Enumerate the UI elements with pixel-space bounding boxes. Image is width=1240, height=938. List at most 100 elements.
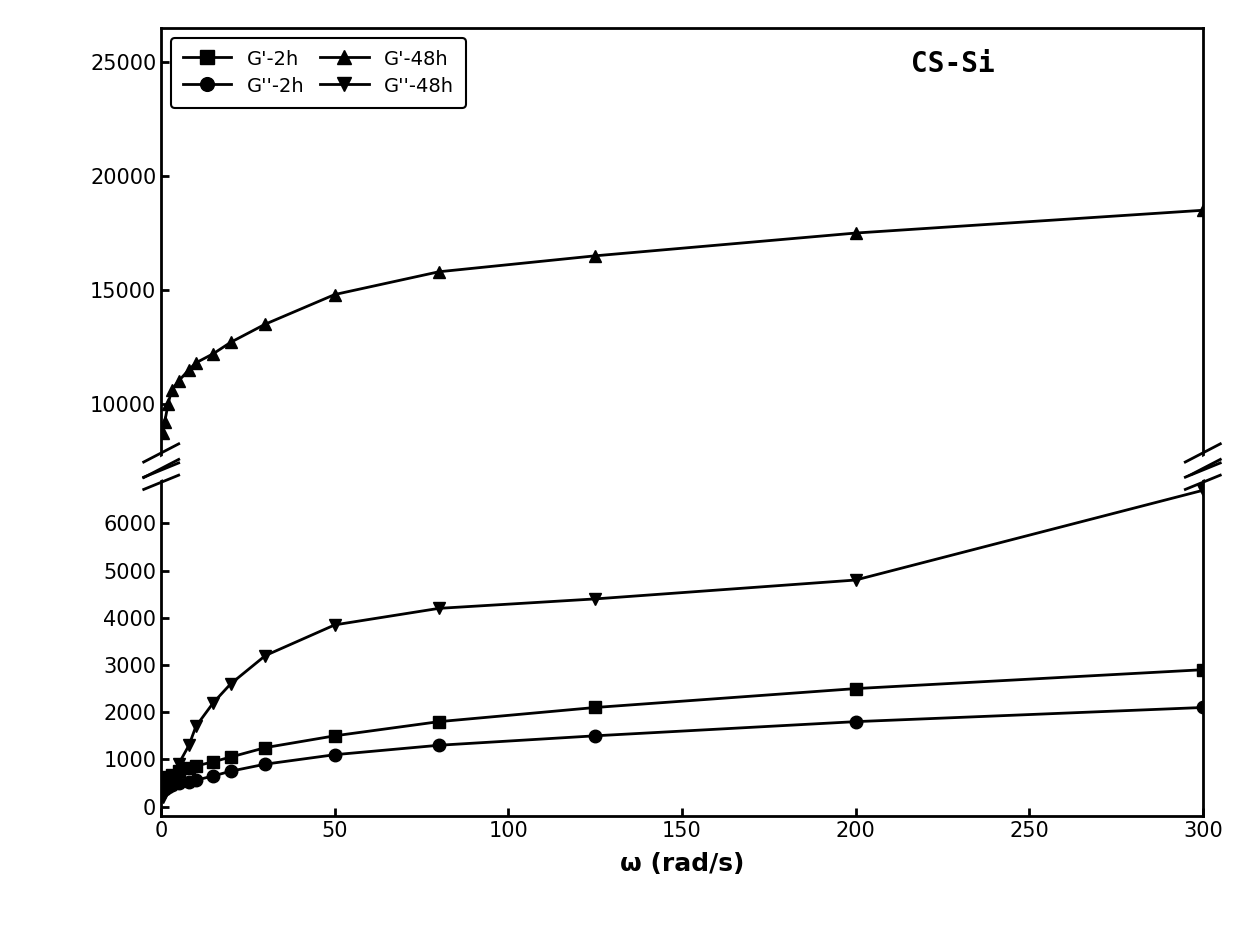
G'-2h bbox=[161, 612, 176, 623]
G''-2h bbox=[848, 585, 863, 597]
G'-48h bbox=[432, 55, 446, 67]
G'-2h bbox=[223, 602, 238, 613]
G'-2h bbox=[188, 606, 203, 617]
G'-48h bbox=[181, 258, 196, 269]
G''-2h bbox=[157, 617, 172, 628]
Legend: G'-2h, G''-2h, G'-48h, G''-48h: G'-2h, G''-2h, G'-48h, G''-48h bbox=[171, 38, 466, 108]
Line: G''-2h: G''-2h bbox=[156, 702, 1209, 796]
G''-2h bbox=[327, 601, 342, 613]
G''-2h bbox=[181, 776, 196, 787]
G'-2h bbox=[157, 775, 172, 786]
Line: G'-2h: G'-2h bbox=[156, 663, 1209, 789]
G'-48h bbox=[258, 319, 273, 330]
G'-48h bbox=[155, 390, 170, 401]
G'-2h bbox=[206, 756, 221, 767]
G'-48h bbox=[327, 289, 342, 300]
G'-48h bbox=[432, 266, 446, 278]
Line: G'-48h: G'-48h bbox=[156, 204, 1209, 440]
G''-48h bbox=[188, 720, 203, 732]
G''-2h bbox=[206, 770, 221, 781]
G'-48h bbox=[188, 244, 203, 255]
G'-2h bbox=[223, 751, 238, 763]
G'-2h bbox=[188, 761, 203, 772]
G'-48h bbox=[206, 348, 221, 359]
G'-48h bbox=[157, 416, 172, 428]
G'-2h bbox=[164, 769, 179, 780]
G''-48h bbox=[181, 597, 196, 608]
G''-2h bbox=[258, 759, 273, 770]
X-axis label: ω (rad/s): ω (rad/s) bbox=[620, 852, 744, 876]
G'-2h bbox=[258, 742, 273, 753]
G''-2h bbox=[155, 784, 170, 795]
G'-2h bbox=[258, 598, 273, 609]
G''-48h bbox=[258, 650, 273, 661]
G''-2h bbox=[188, 775, 203, 786]
G'-48h bbox=[258, 164, 273, 175]
G''-48h bbox=[848, 574, 863, 585]
G''-2h bbox=[206, 611, 221, 622]
G''-48h bbox=[223, 678, 238, 689]
G''-48h bbox=[1195, 485, 1210, 496]
G''-2h bbox=[171, 778, 186, 789]
G''-48h bbox=[327, 538, 342, 550]
G'-2h bbox=[432, 716, 446, 727]
G'-2h bbox=[181, 763, 196, 774]
G'-48h bbox=[848, 227, 863, 238]
G''-48h bbox=[588, 525, 603, 537]
G''-2h bbox=[181, 613, 196, 625]
G''-48h bbox=[171, 759, 186, 770]
G''-48h bbox=[157, 619, 172, 630]
G'-48h bbox=[588, 250, 603, 262]
G''-2h bbox=[188, 613, 203, 625]
G''-2h bbox=[164, 779, 179, 791]
G''-2h bbox=[588, 730, 603, 741]
G''-2h bbox=[155, 618, 170, 629]
G'-2h bbox=[1195, 664, 1210, 675]
Line: G''-48h: G''-48h bbox=[156, 484, 1209, 804]
G'-48h bbox=[223, 202, 238, 213]
G'-2h bbox=[327, 730, 342, 741]
G'-48h bbox=[161, 329, 176, 340]
G'-2h bbox=[164, 611, 179, 622]
G''-2h bbox=[258, 605, 273, 616]
G'-48h bbox=[181, 364, 196, 375]
G''-2h bbox=[161, 781, 176, 793]
G''-2h bbox=[1195, 702, 1210, 713]
G'-2h bbox=[327, 592, 342, 603]
G'-2h bbox=[155, 778, 170, 789]
G'-48h bbox=[164, 300, 179, 311]
G''-2h bbox=[161, 616, 176, 628]
G''-2h bbox=[1195, 578, 1210, 589]
G''-48h bbox=[206, 697, 221, 708]
G'-2h bbox=[848, 569, 863, 581]
G'-2h bbox=[171, 765, 186, 777]
G''-48h bbox=[171, 605, 186, 616]
G'-48h bbox=[327, 102, 342, 113]
G''-2h bbox=[432, 597, 446, 608]
G'-48h bbox=[161, 398, 176, 409]
G'-48h bbox=[588, 23, 603, 34]
G''-48h bbox=[164, 611, 179, 622]
G''-2h bbox=[223, 765, 238, 777]
G''-48h bbox=[327, 619, 342, 630]
G'-2h bbox=[432, 585, 446, 597]
G'-48h bbox=[164, 385, 179, 396]
G'-2h bbox=[206, 604, 221, 615]
G'-2h bbox=[848, 683, 863, 694]
G''-48h bbox=[206, 576, 221, 587]
Line: G'-2h: G'-2h bbox=[156, 559, 1209, 627]
G'-2h bbox=[181, 607, 196, 618]
G'-2h bbox=[588, 578, 603, 589]
G''-48h bbox=[223, 567, 238, 578]
G''-48h bbox=[155, 792, 170, 803]
G''-48h bbox=[188, 587, 203, 598]
G''-2h bbox=[327, 749, 342, 761]
G''-48h bbox=[157, 787, 172, 798]
Line: G''-2h: G''-2h bbox=[156, 578, 1209, 629]
G''-48h bbox=[848, 517, 863, 528]
G'-48h bbox=[155, 428, 170, 439]
G'-48h bbox=[206, 225, 221, 236]
Line: G''-48h: G''-48h bbox=[156, 473, 1209, 633]
G'-48h bbox=[188, 357, 203, 369]
G''-2h bbox=[223, 609, 238, 620]
